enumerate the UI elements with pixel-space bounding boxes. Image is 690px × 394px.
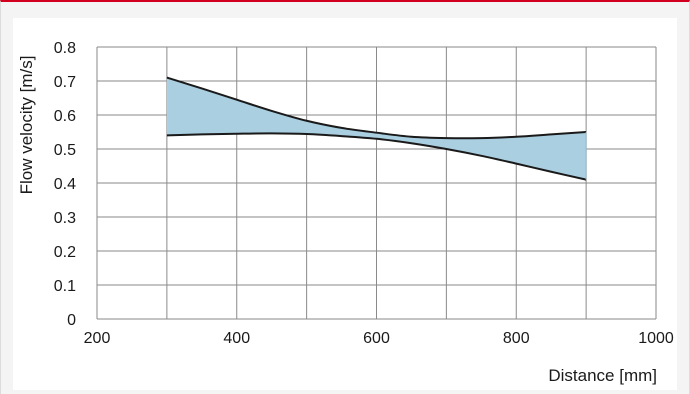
- series-line-lower: [166, 132, 587, 181]
- y-tick-label: 0.3: [54, 210, 76, 227]
- y-tick-label: 0: [67, 312, 76, 329]
- y-axis-label: Flow velocity [m/s]: [17, 56, 36, 195]
- velocity-band-fill: [166, 77, 587, 180]
- x-tick-label: 200: [84, 330, 111, 347]
- chart-background: [13, 18, 677, 390]
- y-tick-label: 0.4: [54, 176, 76, 193]
- series-line-upper: [166, 76, 587, 140]
- y-tick-labels: 0 0.1 0.2 0.3 0.4 0.5 0.6 0.7 0.8: [54, 40, 76, 329]
- y-tick-label: 0.2: [54, 244, 76, 261]
- x-tick-label: 800: [503, 330, 530, 347]
- y-tick-label: 0.8: [54, 40, 76, 57]
- y-tick-label: 0.5: [54, 142, 76, 159]
- x-tick-label: 400: [223, 330, 250, 347]
- x-tick-label: 1000: [638, 330, 674, 347]
- x-tick-labels: 200 400 600 800 1000: [84, 330, 674, 347]
- y-tick-label: 0.7: [54, 74, 76, 91]
- y-tick-label: 0.6: [54, 108, 76, 125]
- y-tick-label: 0.1: [54, 278, 76, 295]
- x-tick-label: 600: [363, 330, 390, 347]
- x-axis-label: Distance [mm]: [548, 366, 657, 385]
